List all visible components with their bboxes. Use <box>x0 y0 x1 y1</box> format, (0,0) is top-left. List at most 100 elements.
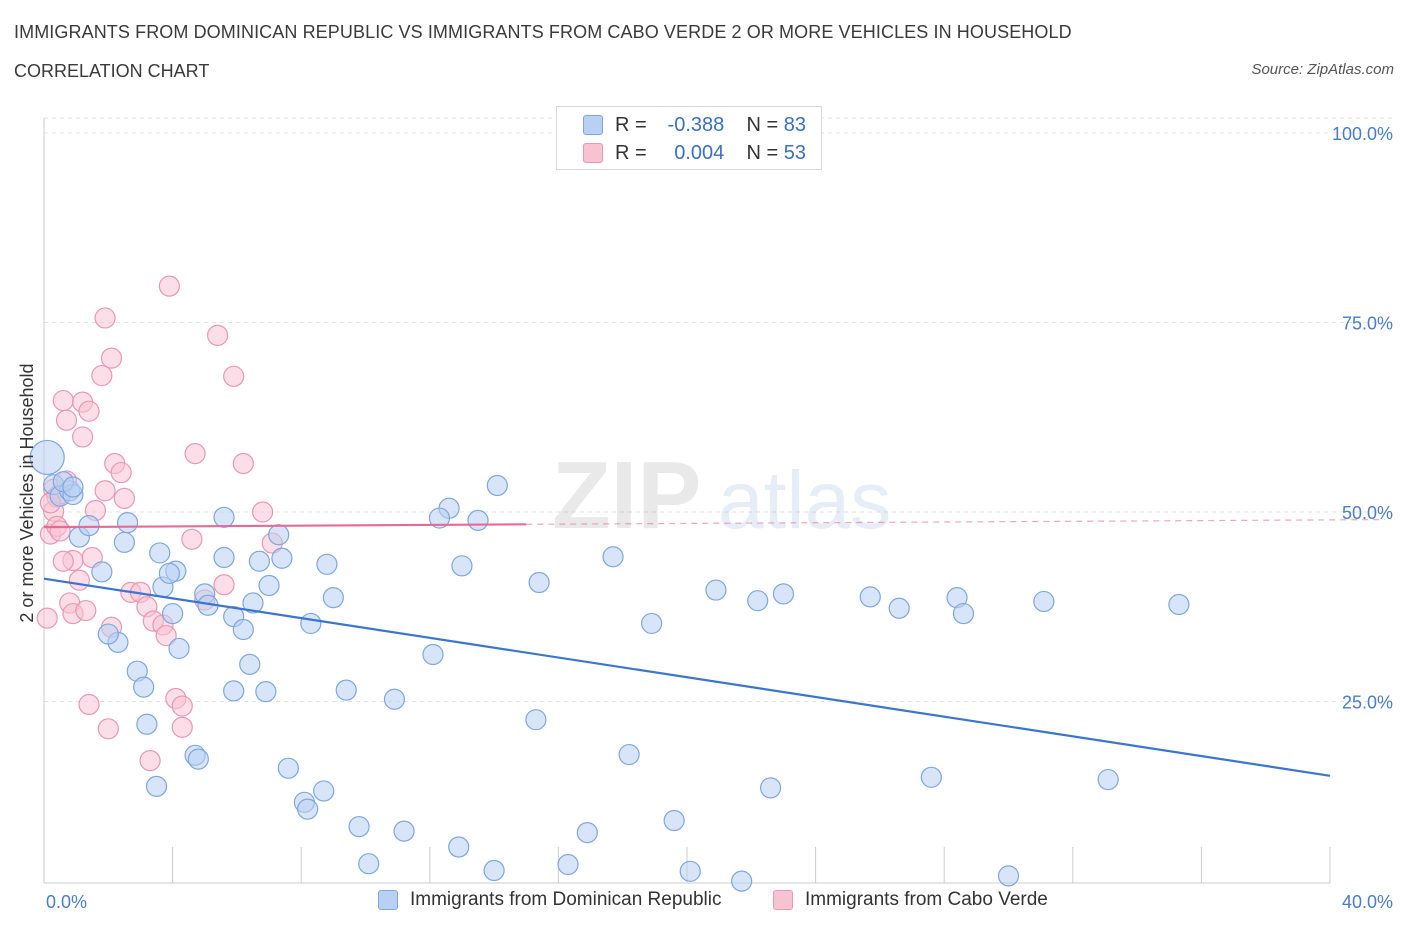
legend-swatch-blue <box>583 115 603 135</box>
dominican-point <box>316 553 338 575</box>
cabo-verde-points <box>36 275 283 772</box>
legend-row-dominican: R = -0.388 N = 83 <box>583 113 806 137</box>
legend-row-cabo-verde: R = 0.004 N = 53 <box>583 141 806 165</box>
bottom-legend-swatch-pink <box>773 890 793 910</box>
dominican-point <box>232 618 254 641</box>
cabo-verde-point <box>78 400 100 422</box>
y-tick-label: 75.0% <box>1342 314 1393 334</box>
dominican-point <box>920 766 942 788</box>
cabo-verde-point <box>213 574 235 596</box>
cabo-verde-point <box>52 550 74 572</box>
dominican-point <box>483 859 505 882</box>
dominican-point <box>29 439 65 476</box>
dominican-point <box>258 574 280 597</box>
cabo-verde-point <box>139 750 161 772</box>
legend-n-label: N = <box>746 141 779 164</box>
cabo-verde-point <box>36 607 58 629</box>
dominican-point <box>428 507 451 529</box>
dominican-point <box>1097 768 1119 791</box>
dominican-point <box>313 780 335 802</box>
cabo-verde-point <box>184 443 206 465</box>
cabo-verde-point <box>97 718 119 740</box>
dominican-point <box>300 612 322 635</box>
dominican-point <box>162 602 184 625</box>
watermark-atlas: atlas <box>718 455 891 546</box>
dominican-point <box>322 587 344 609</box>
source-note: Source: ZipAtlas.com <box>1251 61 1394 78</box>
dominican-point <box>731 870 753 892</box>
dominican-point <box>486 474 508 497</box>
cabo-verde-point <box>52 389 74 412</box>
cabo-verde-point <box>113 487 135 509</box>
legend-r-label: R = <box>615 113 647 136</box>
correlation-legend: R = -0.388 N = 83 R = 0.004 N = 53 <box>556 106 822 170</box>
dominican-point <box>268 524 290 546</box>
watermark: ZIP atlas <box>552 442 891 549</box>
dominican-point <box>187 748 209 770</box>
dominican-point <box>297 798 319 820</box>
dominican-point <box>348 815 370 838</box>
dominican-point <box>383 688 406 710</box>
cabo-verde-point <box>171 716 193 738</box>
cabo-verde-point <box>94 480 116 502</box>
dominican-point <box>97 623 119 645</box>
x-tick-label: 0.0% <box>46 892 87 912</box>
dominican-point <box>448 836 470 858</box>
cabo-verde-point <box>181 528 203 550</box>
dominican-point <box>168 637 190 660</box>
dominican-point <box>641 612 663 635</box>
dominican-point <box>602 546 624 568</box>
dominican-point <box>663 809 685 832</box>
dominican-point <box>888 597 910 619</box>
dominican-point <box>213 546 235 569</box>
cabo-verde-point <box>171 695 193 717</box>
dominican-point <box>271 547 293 569</box>
chart-subtitle: CORRELATION CHART <box>14 61 210 81</box>
cabo-verde-point <box>49 520 71 542</box>
chart-title: IMMIGRANTS FROM DOMINICAN REPUBLIC VS IM… <box>14 22 1072 42</box>
dominican-point <box>679 860 701 882</box>
dominican-point <box>358 853 380 875</box>
grid-lines <box>44 117 1395 702</box>
dominican-point <box>133 676 155 698</box>
legend-r-value: 0.004 <box>674 141 725 164</box>
dominican-point <box>1168 593 1190 616</box>
legend-swatch-pink <box>583 143 603 163</box>
cabo-verde-point <box>155 624 177 647</box>
dominican-point <box>772 583 795 605</box>
dominican-point <box>952 602 975 625</box>
cabo-verde-point <box>71 426 94 448</box>
bottom-legend-label-dominican: Immigrants from Dominican Republic <box>410 889 722 910</box>
bottom-legend-label-cabo-verde: Immigrants from Cabo Verde <box>805 889 1048 910</box>
dominican-point <box>335 679 357 701</box>
trend-lines <box>43 518 1386 777</box>
dominican-point <box>145 775 168 797</box>
legend-n-value: 53 <box>783 141 806 164</box>
cabo-verde-point <box>75 599 97 622</box>
cabo-verde-trend-extension <box>526 518 1386 525</box>
dominican-point <box>618 743 640 766</box>
cabo-verde-point <box>91 364 113 387</box>
cabo-verde-point <box>100 347 123 369</box>
dominican-point <box>525 709 547 731</box>
bottom-legend-swatch-blue <box>378 890 398 910</box>
dominican-points <box>29 439 1190 892</box>
dominican-point <box>149 542 171 564</box>
y-tick-label: 25.0% <box>1342 693 1393 713</box>
dominican-point <box>255 681 277 703</box>
legend-n-label: N = <box>746 113 779 136</box>
cabo-verde-point <box>94 307 116 329</box>
dominican-point <box>422 643 444 666</box>
bottom-legend-dominican: Immigrants from Dominican Republic <box>378 889 722 911</box>
dominican-point <box>158 562 180 584</box>
dominican-point <box>759 777 782 799</box>
dominican-point <box>78 515 100 537</box>
dominican-point <box>91 561 113 583</box>
dominican-point <box>557 853 579 876</box>
watermark-zip: ZIP <box>552 442 701 549</box>
legend-r-label: R = <box>615 141 647 164</box>
dominican-point <box>213 506 235 528</box>
cabo-verde-point <box>232 452 254 475</box>
cabo-verde-point <box>223 365 245 387</box>
